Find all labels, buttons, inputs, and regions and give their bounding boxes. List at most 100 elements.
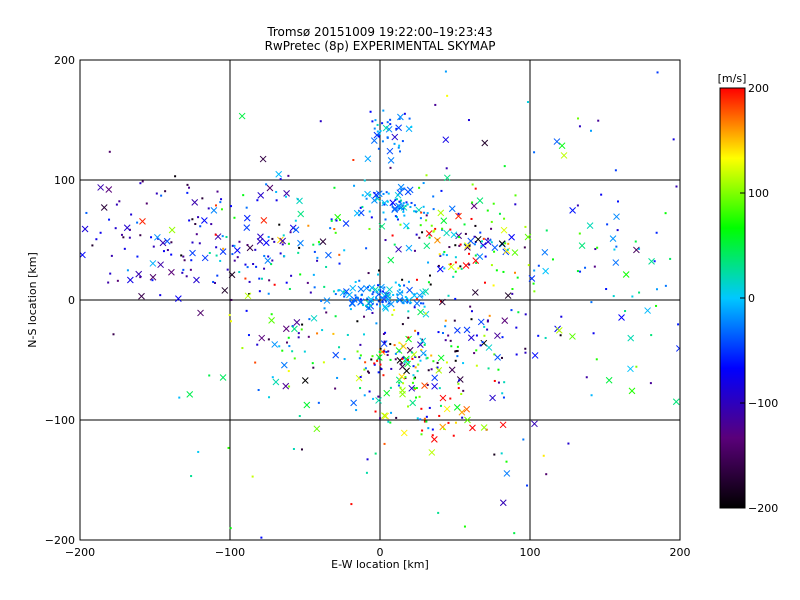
point-dot <box>479 344 482 347</box>
point-dot <box>267 292 270 295</box>
point-dot <box>438 387 441 390</box>
point-dot <box>471 183 474 186</box>
point-dot <box>672 138 675 141</box>
point-cross <box>367 296 375 303</box>
point-dot <box>445 361 448 364</box>
point-dot <box>514 203 517 206</box>
point-cross <box>553 138 561 145</box>
point-dot <box>406 358 409 361</box>
point-dot <box>441 228 444 231</box>
point-dot <box>181 271 184 274</box>
point-cross <box>233 247 241 254</box>
point-dot <box>188 186 191 189</box>
point-dot <box>438 253 441 256</box>
point-dot <box>390 367 393 370</box>
point-dot <box>373 363 376 366</box>
point-dot <box>428 406 431 409</box>
point-dot <box>120 233 123 236</box>
point-dot <box>454 261 457 264</box>
point-dot <box>403 214 406 217</box>
point-dot <box>545 229 548 232</box>
point-dot <box>230 298 233 301</box>
point-cross <box>271 341 279 348</box>
point-cross <box>470 202 478 210</box>
point-dot <box>545 473 548 476</box>
point-cross <box>455 212 462 220</box>
point-cross <box>350 399 357 407</box>
point-dot <box>486 209 489 212</box>
point-dot <box>257 389 260 392</box>
point-dot <box>400 199 403 202</box>
point-dot <box>635 365 638 368</box>
point-dot <box>386 136 389 139</box>
point-dot <box>329 227 332 230</box>
point-dot <box>325 311 328 314</box>
point-dot <box>215 254 218 257</box>
point-dot <box>275 199 278 202</box>
point-cross <box>374 195 381 203</box>
point-dot <box>242 194 245 197</box>
point-cross <box>481 139 489 147</box>
x-tick-label: 100 <box>520 546 541 559</box>
point-cross <box>464 242 471 249</box>
point-dot <box>402 210 405 213</box>
point-dot <box>414 366 417 369</box>
point-dot <box>285 281 288 284</box>
point-dot <box>379 363 382 366</box>
point-dot <box>325 265 328 268</box>
point-cross <box>491 244 499 251</box>
point-dot <box>285 195 288 198</box>
point-dot <box>298 246 301 249</box>
x-tick-label: 200 <box>670 546 691 559</box>
point-dot <box>449 228 452 231</box>
point-cross <box>375 354 383 361</box>
point-dot <box>112 333 115 336</box>
point-dot <box>469 305 472 308</box>
point-cross <box>569 207 576 214</box>
point-dot <box>313 286 316 289</box>
point-dot <box>139 276 142 279</box>
point-dot <box>219 201 222 204</box>
point-dot <box>430 354 433 357</box>
point-dot <box>233 216 236 219</box>
point-dot <box>364 361 367 364</box>
point-cross <box>397 113 404 121</box>
point-dot <box>402 302 405 305</box>
point-dot <box>503 165 506 168</box>
point-cross <box>448 205 456 213</box>
point-dot <box>467 119 470 122</box>
point-dot <box>433 229 436 232</box>
point-dot <box>231 244 234 247</box>
colorbar-ticks: −200 −100 0 100 200 <box>740 82 778 515</box>
point-dot <box>170 253 173 256</box>
point-dot <box>475 349 478 352</box>
point-dot <box>419 217 422 220</box>
point-dot <box>309 291 312 294</box>
point-cross <box>440 217 448 225</box>
point-cross <box>382 412 389 420</box>
point-dot <box>470 310 473 313</box>
point-dot <box>85 211 88 214</box>
point-dot <box>334 387 337 390</box>
point-dot <box>333 227 336 230</box>
point-dot <box>385 350 388 353</box>
point-dot <box>221 235 224 238</box>
point-cross <box>272 378 280 386</box>
point-dot <box>407 310 410 313</box>
point-dot <box>384 239 387 242</box>
point-cross <box>469 424 476 432</box>
colorbar: [m/s] −200 −100 0 100 200 <box>718 72 779 515</box>
point-dot <box>417 331 420 334</box>
point-dot <box>391 313 394 316</box>
point-dot <box>358 357 361 360</box>
point-cross <box>348 299 356 307</box>
point-dot <box>155 192 158 195</box>
point-cross <box>350 296 358 303</box>
point-dot <box>418 236 421 239</box>
point-cross <box>375 397 382 404</box>
point-dot <box>431 434 434 437</box>
point-dot <box>532 282 535 285</box>
point-dot <box>180 254 183 257</box>
point-dot <box>379 130 382 133</box>
point-dot <box>300 328 303 331</box>
